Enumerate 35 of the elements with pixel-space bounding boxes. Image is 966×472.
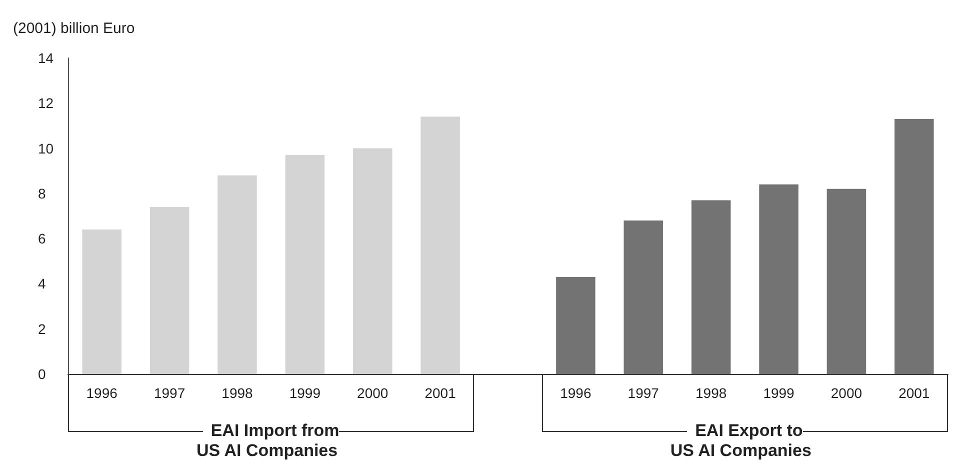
x-tick-label: 1997 [154, 385, 186, 401]
x-tick-label: 1997 [628, 385, 660, 401]
bar [691, 200, 731, 374]
x-tick-label: 2000 [830, 385, 862, 401]
x-tick-label: 1996 [86, 385, 118, 401]
x-tick-label: 1996 [560, 385, 592, 401]
x-tick-label: 1999 [763, 385, 795, 401]
text: EAI Import from US AI Companies [196, 421, 346, 460]
y-tick-label: 12 [38, 95, 54, 112]
x-tick-label: 1998 [696, 385, 727, 401]
y-tick-label: 4 [38, 276, 46, 292]
y-tick-label: 10 [38, 140, 54, 156]
bar [894, 118, 934, 374]
bar [218, 175, 257, 374]
y-tick-label: 14 [38, 50, 54, 66]
text: EAI Export to US AI Companies [670, 421, 820, 460]
x-tick-label: 2001 [424, 385, 456, 401]
x-tick-label: 2000 [357, 385, 388, 401]
x-tick-label: 2001 [898, 385, 930, 401]
y-axis-title: (2001) billion Euro [13, 20, 135, 37]
bar [759, 184, 798, 374]
x-tick-label: 1999 [289, 385, 321, 401]
bar [285, 155, 325, 374]
y-tick-label: 0 [38, 366, 46, 382]
bar [420, 116, 460, 374]
bar [556, 276, 596, 374]
bar [352, 148, 392, 374]
bar [150, 206, 190, 374]
y-tick-label: 8 [38, 185, 46, 202]
y-tick-label: 6 [38, 230, 46, 247]
bar [826, 188, 866, 374]
bar [624, 220, 664, 374]
y-tick-label: 2 [38, 320, 46, 337]
bar [82, 230, 122, 374]
x-tick-label: 1998 [222, 385, 254, 401]
